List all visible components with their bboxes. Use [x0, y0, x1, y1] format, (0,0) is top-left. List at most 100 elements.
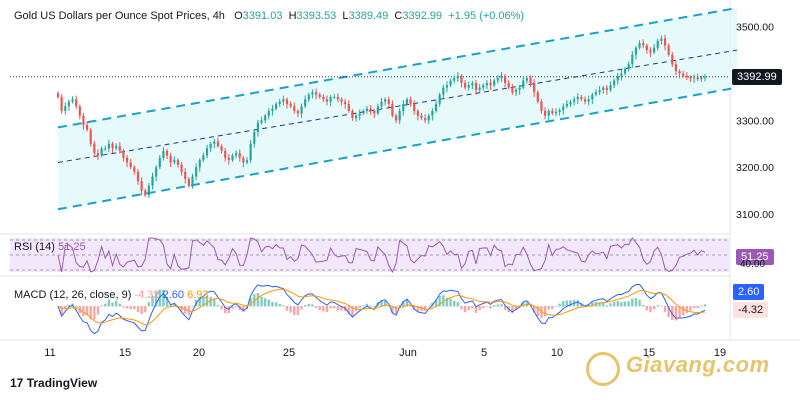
candle-body [155, 167, 158, 177]
macd-histogram-bar [652, 306, 656, 310]
macd-histogram-bar [605, 305, 609, 307]
candle-body [351, 110, 354, 118]
candle-body [205, 148, 209, 156]
macd-histogram-bar [82, 306, 85, 316]
macd-histogram-bar [634, 298, 638, 307]
macd-histogram-bar [467, 306, 470, 311]
macd-histogram-bar [300, 306, 303, 310]
macd-histogram-bar [216, 304, 220, 307]
candle-body [195, 167, 198, 177]
candle-body [60, 96, 63, 111]
y-tick-label: 3100.00 [736, 209, 774, 221]
macd-histogram-bar [703, 304, 707, 307]
macd-histogram-bar [656, 305, 659, 307]
macd-histogram-bar [554, 305, 558, 307]
candle-body [67, 101, 70, 107]
brand-name: TradingView [26, 376, 98, 390]
x-tick-label: 11 [44, 347, 55, 359]
macd-legend: MACD (12, 26, close, 9) -4.32 2.60 6.93 [14, 289, 208, 301]
macd-histogram-bar [144, 306, 147, 313]
candle-body [347, 103, 350, 111]
candle-body [384, 99, 387, 102]
candle-body [285, 99, 289, 104]
macd-histogram-bar [285, 306, 289, 311]
candle-body [562, 106, 565, 111]
macd-histogram-bar [482, 306, 485, 309]
candle-body [75, 99, 78, 107]
channel-fill [58, 8, 737, 210]
macd-histogram-bar [380, 300, 383, 307]
candle-body [431, 110, 434, 116]
candle-body [129, 162, 132, 168]
candle-body [649, 50, 652, 53]
macd-histogram-bar [234, 306, 238, 307]
macd-histogram-bar [452, 300, 456, 307]
candle-body [416, 110, 419, 116]
macd-histogram-bar [569, 300, 572, 307]
macd-line [57, 283, 706, 335]
rsi-label: RSI (14) [14, 241, 55, 253]
macd-histogram-bar [434, 299, 438, 307]
macd-histogram-bar [336, 306, 340, 310]
macd-histogram-bar [700, 305, 703, 307]
candle-body [336, 96, 339, 100]
macd-histogram-bar [347, 306, 350, 315]
candle-body [296, 110, 299, 114]
macd-histogram-bar [565, 300, 569, 307]
macd-histogram-bar [631, 298, 634, 307]
candle-body [576, 96, 579, 100]
candle-body [391, 103, 394, 116]
candle-body [325, 99, 329, 102]
macd-label: MACD (12, 26, close, 9) [14, 289, 132, 301]
macd-histogram-bar [663, 306, 667, 312]
candle-body [540, 101, 543, 111]
candle-body [176, 160, 180, 165]
candle-body [493, 80, 496, 86]
macd-histogram-bar [627, 301, 630, 307]
macd-histogram-bar [289, 306, 292, 313]
macd-histogram-bar [609, 303, 612, 307]
candle-body [271, 108, 274, 111]
candle-body [304, 99, 307, 107]
candle-body [140, 181, 143, 191]
rsi-level-label: 40.00 [740, 259, 766, 270]
macd-histogram-bar [267, 299, 271, 307]
macd-histogram-bar [547, 306, 550, 310]
candle-body [387, 99, 390, 104]
candle-body [260, 120, 263, 123]
macd-histogram-bar [551, 306, 554, 309]
candle-body [340, 99, 343, 102]
x-tick-label: 10 [551, 347, 563, 359]
candle-body [569, 101, 572, 104]
macd-histogram-bar [114, 300, 118, 307]
macd-histogram-bar [598, 302, 601, 307]
macd-histogram-bar [402, 301, 405, 307]
candle-body [362, 110, 365, 114]
candle-body [598, 89, 601, 93]
candle-body [689, 77, 692, 79]
candle-body [453, 78, 456, 81]
macd-histogram-bar [398, 305, 401, 307]
rsi-tag: 51.25 [736, 249, 774, 265]
open-value: 3391.03 [242, 10, 283, 22]
y-tick-label: 3200.00 [736, 162, 774, 174]
candle-body [169, 155, 172, 163]
candle-body [344, 101, 347, 104]
candle-body [434, 103, 438, 111]
channel-upper-line [57, 7, 738, 129]
symbol-title: Gold US Dollars per Ounce Spot Prices, 4… [14, 10, 225, 22]
candle-body [358, 113, 361, 116]
macd-histogram-bar [351, 306, 354, 316]
candle-body [536, 92, 539, 102]
candle-body [71, 99, 74, 102]
x-tick-label: 5 [481, 347, 487, 359]
close-value: 3392.99 [402, 10, 443, 22]
candle-body [474, 82, 478, 90]
macd-histogram-bar [340, 306, 343, 311]
macd-histogram-bar [325, 306, 329, 313]
candle-body [685, 75, 688, 78]
macd-histogram-bar [678, 306, 681, 318]
macd-histogram-bar [540, 306, 543, 319]
macd-tag: 2.60 [733, 284, 765, 300]
